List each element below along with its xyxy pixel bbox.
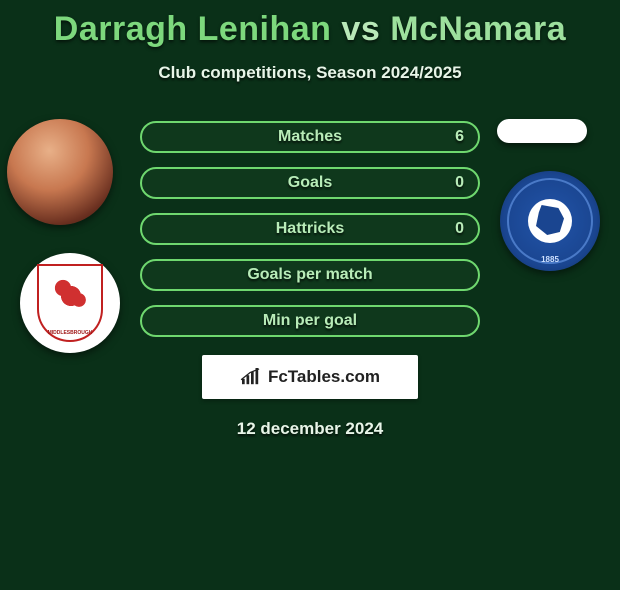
lion-icon bbox=[528, 199, 572, 243]
stats-table: Matches 6 Goals 0 Hattricks 0 Goals per … bbox=[140, 121, 480, 351]
stat-label: Goals bbox=[288, 174, 332, 192]
stat-label: Matches bbox=[278, 128, 342, 146]
stat-row-goals-per-match: Goals per match bbox=[140, 259, 480, 291]
stat-value-right: 0 bbox=[455, 174, 464, 192]
stat-value-right: 0 bbox=[455, 220, 464, 238]
club-crest-right-icon: 1885 bbox=[507, 178, 593, 264]
player2-name: McNamara bbox=[390, 10, 566, 48]
player1-photo bbox=[7, 119, 113, 225]
season-subtitle: Club competitions, Season 2024/2025 bbox=[0, 63, 620, 83]
club-right-year: 1885 bbox=[509, 255, 591, 264]
comparison-title: Darragh Lenihan vs McNamara bbox=[0, 10, 620, 49]
stat-value-right: 6 bbox=[455, 128, 464, 146]
brand-watermark: FcTables.com bbox=[202, 355, 418, 399]
stat-row-min-per-goal: Min per goal bbox=[140, 305, 480, 337]
stat-row-matches: Matches 6 bbox=[140, 121, 480, 153]
player2-photo bbox=[497, 119, 587, 143]
vs-text: vs bbox=[341, 10, 380, 48]
player1-name: Darragh Lenihan bbox=[54, 10, 332, 48]
brand-text: FcTables.com bbox=[268, 367, 380, 387]
player2-club-badge: 1885 bbox=[500, 171, 600, 271]
club-crest-left-icon: MIDDLESBROUGH bbox=[37, 264, 103, 342]
stat-row-goals: Goals 0 bbox=[140, 167, 480, 199]
comparison-card: MIDDLESBROUGH 1885 Matches 6 Goals 0 Hat… bbox=[0, 113, 620, 453]
player1-club-badge: MIDDLESBROUGH bbox=[20, 253, 120, 353]
snapshot-date: 12 december 2024 bbox=[0, 419, 620, 439]
stat-row-hattricks: Hattricks 0 bbox=[140, 213, 480, 245]
bar-chart-icon bbox=[240, 368, 262, 386]
stat-label: Min per goal bbox=[263, 312, 357, 330]
stat-label: Goals per match bbox=[247, 266, 372, 284]
stat-label: Hattricks bbox=[276, 220, 344, 238]
club-left-label: MIDDLESBROUGH bbox=[39, 330, 101, 336]
